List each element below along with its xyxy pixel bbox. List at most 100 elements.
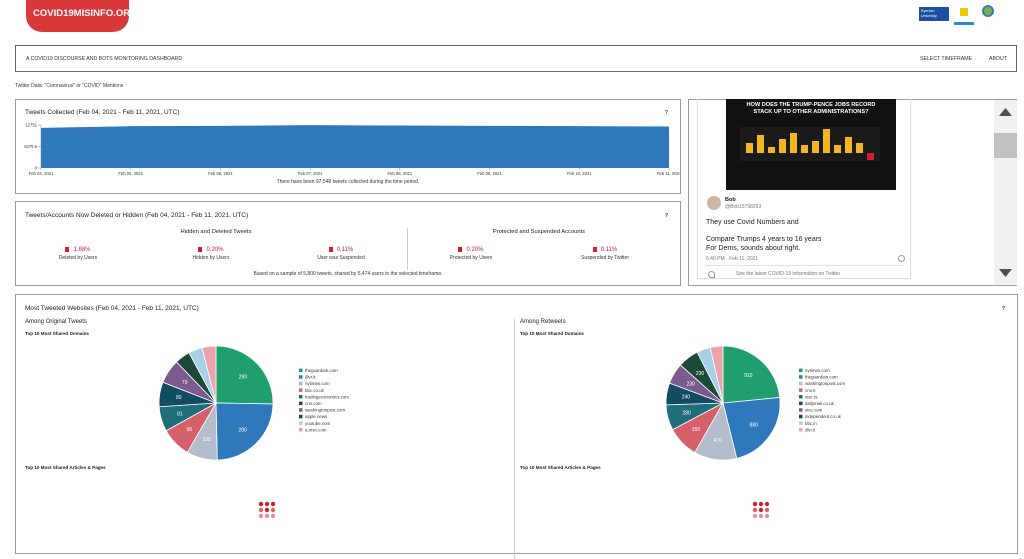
legend-swatch (799, 368, 803, 373)
y-tick-label: 6375.5 (24, 144, 37, 149)
tweet-info[interactable]: See the latest COVID-19 information on T… (736, 271, 841, 277)
stat-label: Protected by Users (449, 255, 493, 261)
tweet-time: 6:40 PM · Feb 11, 2021 (706, 256, 759, 262)
divider (514, 319, 515, 559)
group-heading: Protected and Suspended Accounts (492, 229, 586, 235)
legend-label: apple.news (305, 414, 328, 419)
pie-slice (201, 345, 217, 404)
legend-label: cnn.it (805, 388, 816, 393)
slice-label: 470 (714, 438, 723, 444)
x-tick-label: Feb 11, 2021 (657, 171, 680, 176)
legend-label: theguardian.com (805, 375, 838, 380)
avatar (707, 196, 721, 210)
legend-label: independent.co.uk (805, 414, 842, 419)
scroll-down[interactable] (999, 269, 1012, 277)
x-tick-label: Feb 07, 2021 (298, 171, 323, 176)
scroll-thumb[interactable] (994, 133, 1017, 158)
help-icon[interactable]: ? (1002, 306, 1006, 312)
stat: 0.11% (565, 247, 645, 253)
slice-label: 81 (177, 411, 183, 417)
nav-bar: A COVID19 DISCOURSE AND BOTS MONITORING … (15, 45, 1017, 72)
partner-logo: Ryerson University (919, 7, 949, 21)
legend-label: bbc.co.uk (305, 388, 325, 393)
logo[interactable]: COVID19MISINFO.ORG (26, 0, 138, 32)
pie-slice (215, 345, 274, 405)
like-icon[interactable] (708, 271, 715, 278)
pie-slice (722, 397, 781, 459)
page: COVID19MISINFO.ORG Ryerson University A … (15, 0, 1018, 559)
nav-title: A COVID19 DISCOURSE AND BOTS MONITORING … (26, 56, 183, 62)
x-tick-label: Feb 10, 2021 (567, 171, 592, 176)
y-tick-label: 0 (35, 166, 38, 171)
legend-swatch (799, 421, 803, 425)
section-subheading: Top 10 Most Shared Domains (25, 331, 89, 336)
nav-link[interactable]: ABOUT (989, 56, 1007, 62)
stat-value: 1.88% (73, 247, 91, 254)
legend-label: washingtonpost.com (305, 408, 345, 413)
image-title: HOW DOES THE TRUMP-PENCE JOBS RECORD STAC… (747, 102, 876, 115)
nav-link[interactable]: SELECT TIMEFRAME (920, 56, 972, 62)
legend-swatch (299, 368, 303, 373)
slice-label: 230 (696, 371, 705, 377)
stat-value: 0.11% (336, 247, 354, 254)
stat-icon (328, 247, 333, 252)
websites-panel: Most Tweeted Websites (Feb 04, 2021 - Fe… (15, 294, 1018, 559)
stat-label: Hidden by Users (192, 255, 230, 261)
tweet-card[interactable]: HOW DOES THE TRUMP-PENCE JOBS RECORD STAC… (697, 99, 911, 279)
panel-title: Tweets Collected (Feb 04, 2021 - Feb 11,… (25, 109, 180, 116)
tweet-text: They use Covid Numbers and (706, 219, 799, 226)
slice-label: 100 (202, 437, 211, 443)
section-heading: Among Retweets (520, 319, 566, 325)
slice-label: 290 (239, 374, 248, 380)
area-chart: 0 6375.5 12751 Feb 04, 2021 Feb 05, 2021 Feb … (24, 123, 680, 177)
stat-value: 0.20% (466, 247, 484, 254)
legend-label: nytimes.com (805, 368, 830, 373)
legend-label: nytimes.com (305, 381, 330, 386)
stat: 0.20% (431, 247, 511, 253)
slice-label: 280 (239, 427, 248, 433)
help-icon[interactable]: ? (665, 213, 669, 219)
legend-swatch (299, 375, 303, 379)
legend-swatch (299, 401, 303, 406)
stat-icon (198, 247, 203, 252)
legend-swatch (799, 428, 803, 432)
x-tick-label: Feb 08, 2021 (388, 171, 413, 176)
x-tick-label: Feb 05, 2021 (118, 171, 143, 176)
legend-swatch (299, 408, 303, 412)
legend-label: dlvr.it (805, 427, 816, 432)
group-heading: Hidden and Deleted Tweets (180, 229, 252, 235)
legend-swatch (799, 381, 803, 386)
legend-label: cnn.com (305, 401, 322, 406)
legend-label: vice.com (805, 408, 823, 413)
section-subheading: Top 10 Most Shared Articles & Pages (25, 465, 106, 470)
legend-swatch (299, 414, 303, 419)
pie-slice (215, 402, 274, 461)
tweets-collected-panel: Tweets Collected (Feb 04, 2021 - Feb 11,… (15, 99, 681, 194)
info-icon[interactable] (898, 255, 905, 262)
separator (704, 265, 904, 266)
scrollbar[interactable] (994, 100, 1017, 285)
legend-label: theguardian.com (305, 368, 338, 373)
legend-label: bbc.in (805, 421, 817, 426)
x-tick-label: Feb 04, 2021 (29, 171, 54, 176)
tweet-image: HOW DOES THE TRUMP-PENCE JOBS RECORD STAC… (726, 99, 896, 190)
legend-label: dailymail.co.uk (805, 401, 835, 406)
panel-note: Based on a sample of 5,800 tweets, share… (253, 271, 443, 277)
x-tick-label: Feb 06, 2021 (208, 171, 233, 176)
legend-swatch (799, 388, 803, 392)
slice-label: 280 (682, 410, 691, 416)
legend-label: washingtonpost.com (805, 381, 845, 386)
legend-swatch (799, 375, 803, 379)
stat-value: 0.20% (206, 247, 224, 254)
section-heading: Among Original Tweets (25, 319, 87, 325)
stat-label: Deleted by Users (58, 255, 98, 261)
legend-swatch (299, 381, 303, 386)
legend-label: tradingeconomics.com (305, 394, 349, 399)
slice-label: 240 (682, 395, 691, 401)
help-icon[interactable]: ? (665, 110, 669, 116)
tweet-text: For Dems, sounds about right. (706, 245, 801, 252)
pie-slice (709, 345, 724, 404)
loading-icon (258, 501, 770, 519)
scroll-up[interactable] (999, 108, 1012, 116)
tweet-handle: @Bob15798263 (725, 204, 762, 210)
